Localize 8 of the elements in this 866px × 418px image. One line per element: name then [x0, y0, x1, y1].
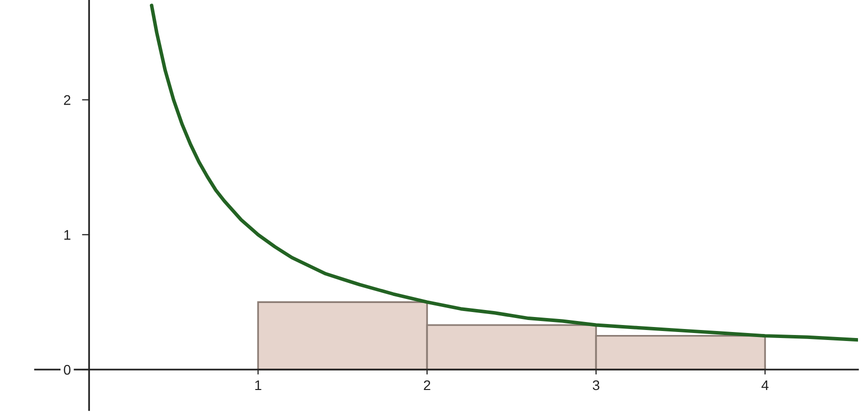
y-tick-label: 0 [64, 364, 70, 375]
y-tick-label: 1 [64, 230, 70, 240]
x-tick-label: 3 [592, 380, 600, 390]
line-series [150, 4, 858, 342]
y-tick-label: 2 [64, 95, 70, 105]
x-tick-label: 2 [424, 380, 430, 390]
x-tick-label: 4 [762, 380, 769, 390]
x-tick-label: 1 [255, 380, 262, 390]
